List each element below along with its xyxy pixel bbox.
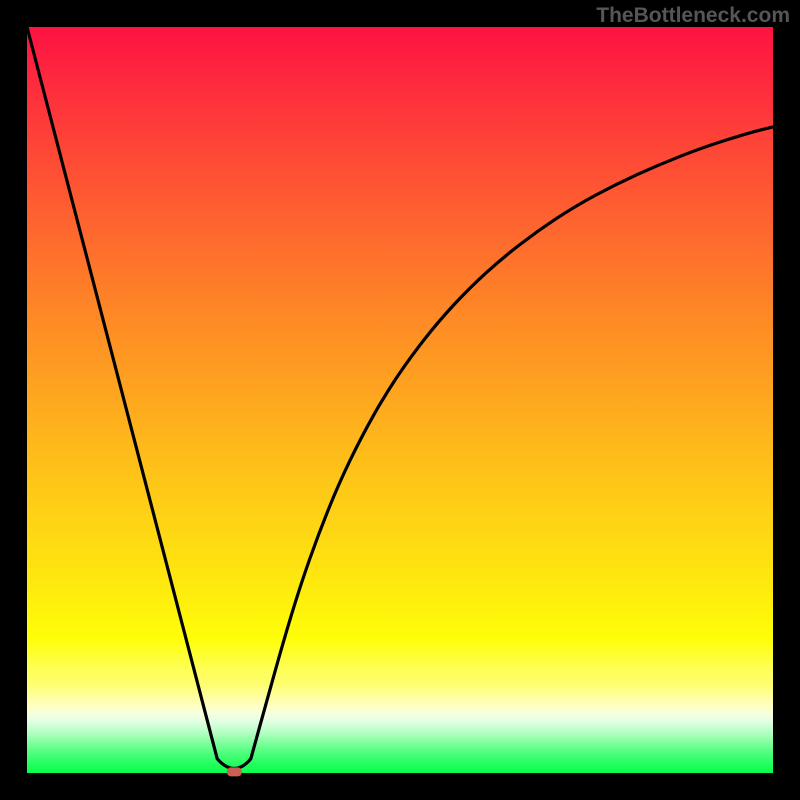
minimum-marker bbox=[227, 767, 242, 776]
chart-container: TheBottleneck.com bbox=[0, 0, 800, 800]
watermark-text: TheBottleneck.com bbox=[596, 4, 790, 28]
bottleneck-chart bbox=[0, 0, 800, 800]
gradient-background bbox=[27, 27, 773, 773]
